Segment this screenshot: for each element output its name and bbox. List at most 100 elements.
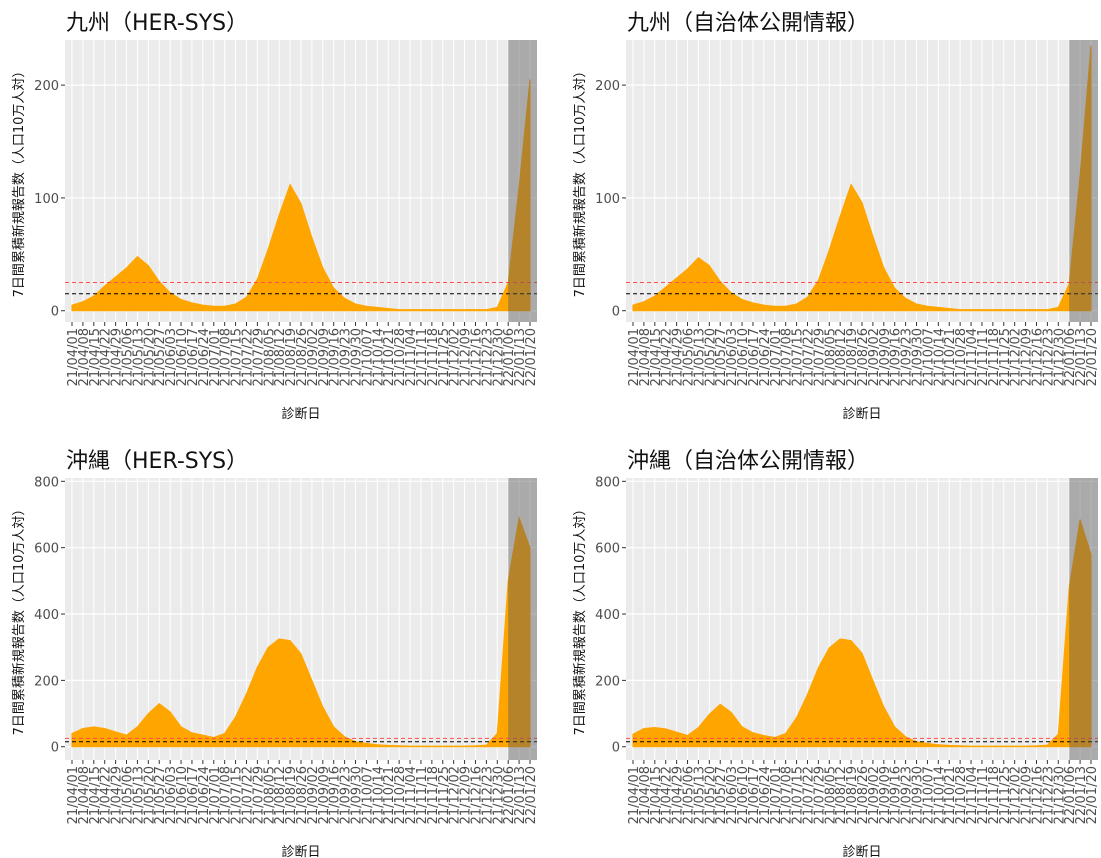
x-tick-label: 21/12/02: [448, 766, 463, 824]
x-tick-label: 22/01/13: [513, 766, 528, 824]
x-tick-label: 21/11/04: [404, 766, 419, 824]
x-tick-label: 21/07/15: [230, 328, 245, 386]
x-tick-label: 21/08/12: [834, 328, 849, 386]
x-tick-label: 21/07/29: [812, 328, 827, 386]
x-tick-label: 21/10/07: [921, 328, 936, 386]
x-tick-label: 21/05/13: [692, 328, 707, 386]
x-tick-label: 21/10/28: [954, 766, 969, 824]
x-tick-label: 21/06/17: [186, 766, 201, 824]
x-tick-label: 21/06/03: [164, 328, 179, 386]
x-tick-label: 21/04/29: [671, 328, 686, 386]
x-tick-label: 21/06/10: [175, 328, 190, 386]
x-tick-label: 21/08/19: [845, 766, 860, 824]
x-tick-label: 21/10/21: [382, 328, 397, 386]
y-axis-title: 7日間累積新規報告数（人口10万人対）: [572, 503, 588, 736]
x-axis-title: 診断日: [281, 844, 320, 858]
x-tick-label: 21/08/19: [284, 766, 299, 824]
x-tick-label: 21/12/30: [491, 766, 506, 824]
x-tick-label: 21/07/22: [240, 766, 255, 824]
x-tick-label: 21/05/06: [121, 766, 136, 824]
x-tick-label: 21/12/23: [480, 766, 495, 824]
x-tick-label: 21/10/14: [371, 766, 386, 824]
y-tick-label: 600: [34, 542, 59, 557]
x-tick-label: 22/01/13: [1074, 328, 1089, 386]
y-tick-label: 200: [595, 79, 620, 94]
x-tick-label: 21/06/03: [164, 766, 179, 824]
x-tick-label: 21/07/29: [812, 766, 827, 824]
x-tick-label: 21/07/15: [791, 766, 806, 824]
x-tick-label: 21/12/09: [459, 766, 474, 824]
x-tick-label: 21/09/23: [339, 328, 354, 386]
y-tick-label: 0: [51, 741, 59, 756]
x-tick-label: 21/11/18: [426, 328, 441, 386]
x-tick-label: 21/09/30: [911, 328, 926, 386]
x-tick-label: 21/06/17: [747, 766, 762, 824]
x-tick-label: 21/09/09: [878, 328, 893, 386]
y-tick-label: 800: [34, 475, 59, 490]
x-tick-label: 21/04/01: [66, 328, 81, 386]
x-tick-label: 21/11/04: [965, 766, 980, 824]
x-tick-label: 22/01/06: [502, 766, 517, 824]
x-tick-label: 21/11/18: [987, 328, 1002, 386]
x-tick-label: 21/09/02: [867, 766, 882, 824]
x-tick-label: 21/10/07: [921, 766, 936, 824]
x-tick-label: 21/10/21: [943, 328, 958, 386]
x-tick-label: 21/04/01: [66, 766, 81, 824]
x-tick-label: 21/07/01: [208, 766, 223, 824]
x-tick-label: 21/05/13: [131, 328, 146, 386]
x-tick-label: 21/09/30: [911, 766, 926, 824]
panel: 020040060080021/04/0121/04/0821/04/1521/…: [11, 449, 539, 858]
area: [71, 79, 531, 312]
x-tick-label: 21/04/08: [638, 328, 653, 386]
x-tick-label: 21/10/28: [393, 766, 408, 824]
x-tick-label: 21/12/30: [491, 328, 506, 386]
x-tick-label: 21/05/20: [703, 766, 718, 824]
x-tick-label: 21/09/16: [889, 766, 904, 824]
x-tick-label: 21/08/26: [295, 328, 310, 386]
chart-title: 沖縄（自治体公開情報）: [627, 449, 869, 474]
x-tick-label: 21/05/20: [142, 328, 157, 386]
x-tick-label: 21/06/10: [736, 766, 751, 824]
chart-title: 九州（HER-SYS）: [66, 11, 248, 36]
x-tick-label: 21/07/15: [230, 766, 245, 824]
x-tick-label: 21/05/06: [682, 766, 697, 824]
x-tick-label: 22/01/06: [502, 328, 517, 386]
x-tick-label: 21/10/14: [932, 328, 947, 386]
x-tick-label: 21/07/22: [240, 328, 255, 386]
x-tick-label: 21/11/11: [415, 766, 430, 824]
x-tick-label: 21/04/08: [77, 766, 92, 824]
x-tick-label: 21/04/08: [77, 328, 92, 386]
x-tick-label: 21/09/09: [317, 766, 332, 824]
x-tick-label: 21/08/12: [273, 766, 288, 824]
y-tick-label: 200: [34, 79, 59, 94]
x-tick-label: 21/08/26: [856, 766, 871, 824]
x-tick-label: 21/05/27: [153, 328, 168, 386]
x-tick-label: 21/06/24: [758, 328, 773, 386]
x-tick-label: 21/06/10: [175, 766, 190, 824]
x-tick-label: 21/08/19: [845, 328, 860, 386]
y-tick-label: 800: [595, 475, 620, 490]
y-axis-title: 7日間累積新規報告数（人口10万人対）: [11, 503, 27, 736]
y-tick-label: 200: [595, 674, 620, 689]
x-tick-label: 21/12/02: [1009, 328, 1024, 386]
y-tick-label: 200: [34, 674, 59, 689]
x-tick-label: 21/09/23: [900, 328, 915, 386]
x-tick-label: 21/08/26: [295, 766, 310, 824]
x-axis-title: 診断日: [281, 406, 320, 422]
y-tick-label: 400: [34, 608, 59, 623]
x-tick-label: 21/09/23: [900, 766, 915, 824]
x-tick-label: 21/06/10: [736, 328, 751, 386]
x-axis-title: 診断日: [842, 844, 881, 858]
x-tick-label: 21/09/09: [317, 328, 332, 386]
x-tick-label: 22/01/20: [1085, 328, 1100, 386]
x-tick-label: 21/12/23: [480, 328, 495, 386]
x-tick-label: 21/06/24: [758, 766, 773, 824]
x-tick-label: 21/09/02: [867, 328, 882, 386]
y-axis-title: 7日間累積新規報告数（人口10万人対）: [11, 65, 27, 298]
x-tick-label: 21/09/16: [889, 328, 904, 386]
x-tick-label: 21/07/08: [780, 328, 795, 386]
x-tick-label: 21/05/06: [682, 328, 697, 386]
x-tick-label: 21/04/01: [627, 766, 642, 824]
x-tick-label: 21/07/29: [251, 766, 266, 824]
x-tick-label: 21/04/22: [99, 328, 114, 386]
